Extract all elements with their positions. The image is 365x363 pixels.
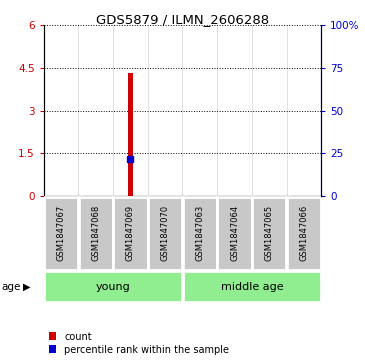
Bar (182, 197, 217, 270)
Bar (252, 197, 287, 270)
Text: GSM1847070: GSM1847070 (161, 205, 170, 261)
Text: ▶: ▶ (23, 282, 30, 292)
Bar (182, 271, 321, 302)
Bar (217, 197, 252, 270)
Text: GSM1847069: GSM1847069 (126, 205, 135, 261)
Bar (113, 197, 148, 270)
Bar (128, 73, 132, 196)
Text: middle age: middle age (220, 282, 283, 292)
Bar (287, 197, 321, 270)
Text: age: age (2, 282, 21, 292)
Bar (78, 197, 113, 270)
Text: GSM1847068: GSM1847068 (91, 205, 100, 261)
Text: GSM1847065: GSM1847065 (265, 205, 274, 261)
Text: GSM1847064: GSM1847064 (230, 205, 239, 261)
Legend: count, percentile rank within the sample: count, percentile rank within the sample (49, 331, 229, 355)
Text: young: young (96, 282, 131, 292)
Bar (44, 271, 182, 302)
Text: GSM1847067: GSM1847067 (57, 205, 66, 261)
Bar (44, 197, 78, 270)
Text: GSM1847066: GSM1847066 (299, 205, 308, 261)
Text: GSM1847063: GSM1847063 (195, 205, 204, 261)
Text: GDS5879 / ILMN_2606288: GDS5879 / ILMN_2606288 (96, 13, 269, 26)
Bar (148, 197, 182, 270)
